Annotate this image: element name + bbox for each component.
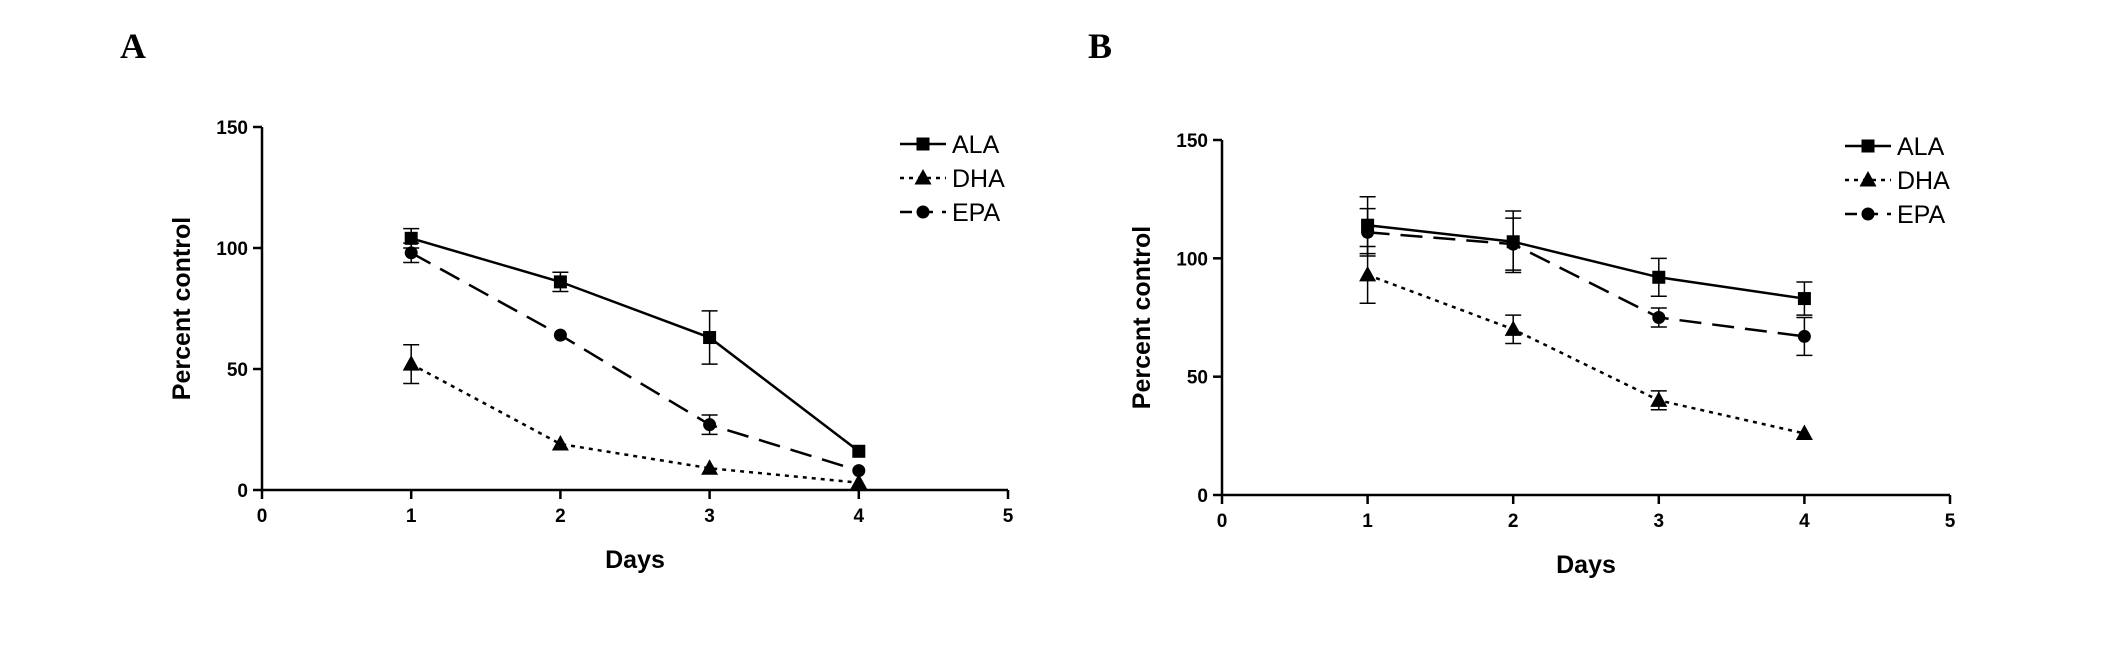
data-point xyxy=(1650,391,1668,407)
series-line xyxy=(1367,273,1805,435)
x-tick-label: 1 xyxy=(1362,511,1373,532)
x-tick-label: 2 xyxy=(1508,511,1519,532)
data-point xyxy=(1361,225,1375,239)
legend-marker xyxy=(916,205,930,219)
x-tick-label: 5 xyxy=(1003,506,1014,527)
data-point xyxy=(1506,237,1520,251)
series-line xyxy=(410,251,860,472)
x-tick-label: 1 xyxy=(406,506,417,527)
y-tick-label: 150 xyxy=(216,118,248,139)
legend-label: EPA xyxy=(952,199,1000,227)
series-epa xyxy=(1359,207,1813,357)
data-point xyxy=(553,328,567,342)
legend-label: ALA xyxy=(952,131,1000,159)
series-line xyxy=(410,237,860,453)
legend-label: DHA xyxy=(1897,167,1950,195)
y-tick-label: 100 xyxy=(216,239,248,260)
x-axis-title: Days xyxy=(1556,551,1616,579)
y-tick-label: 150 xyxy=(1176,131,1208,152)
series-epa xyxy=(403,242,866,478)
data-point xyxy=(703,418,717,432)
y-axis-title: Percent control xyxy=(1128,226,1156,409)
x-tick-label: 5 xyxy=(1945,511,1956,532)
x-axis-title: Days xyxy=(605,546,665,574)
x-tick-label: 0 xyxy=(1217,511,1228,532)
data-point xyxy=(404,246,418,260)
y-tick-label: 50 xyxy=(1187,368,1208,389)
data-point xyxy=(1359,265,1377,282)
y-tick-label: 0 xyxy=(1197,486,1208,507)
x-tick-label: 0 xyxy=(257,506,268,527)
data-point xyxy=(1504,320,1522,336)
data-point xyxy=(852,444,866,458)
x-tick-label: 3 xyxy=(1654,511,1665,532)
legend-marker xyxy=(1859,171,1877,187)
series-line xyxy=(1367,231,1805,338)
series-line xyxy=(410,363,859,484)
legend-item-epa: EPA xyxy=(1845,201,1945,229)
data-point xyxy=(1652,311,1666,324)
legend-label: DHA xyxy=(952,165,1005,193)
data-point xyxy=(701,459,719,475)
panel-label: A xyxy=(120,26,146,66)
legend-marker xyxy=(1861,207,1875,221)
y-tick-label: 50 xyxy=(227,360,248,381)
legend-item-ala: ALA xyxy=(1845,133,1945,161)
series-dha xyxy=(1359,245,1813,440)
x-tick-label: 3 xyxy=(704,506,715,527)
y-axis-title: Percent control xyxy=(168,217,196,400)
data-point xyxy=(404,231,418,245)
data-point xyxy=(703,331,717,345)
series-ala xyxy=(403,227,866,458)
panel-label: B xyxy=(1088,26,1112,66)
legend-item-ala: ALA xyxy=(900,131,1000,159)
data-point xyxy=(852,464,866,478)
data-point xyxy=(551,435,569,451)
y-tick-label: 100 xyxy=(1176,249,1208,270)
x-tick-label: 4 xyxy=(1799,511,1810,532)
data-point xyxy=(1652,270,1666,284)
data-point xyxy=(1795,424,1813,440)
x-tick-label: 2 xyxy=(555,506,566,527)
data-point xyxy=(1797,329,1811,343)
y-tick-label: 0 xyxy=(237,481,248,502)
x-tick-label: 4 xyxy=(854,506,865,527)
data-point xyxy=(850,473,868,490)
legend-item-epa: EPA xyxy=(900,199,1000,227)
legend-item-dha: DHA xyxy=(900,165,1005,193)
legend-marker xyxy=(1861,139,1875,153)
data-point xyxy=(553,275,567,289)
legend-label: ALA xyxy=(1897,133,1945,161)
series-dha xyxy=(402,344,868,490)
legend-marker xyxy=(914,169,932,185)
legend-marker xyxy=(916,137,930,151)
legend-label: EPA xyxy=(1897,201,1945,229)
data-point xyxy=(402,355,420,371)
legend-item-dha: DHA xyxy=(1845,167,1950,195)
series-line xyxy=(1367,223,1805,300)
data-point xyxy=(1797,292,1811,306)
